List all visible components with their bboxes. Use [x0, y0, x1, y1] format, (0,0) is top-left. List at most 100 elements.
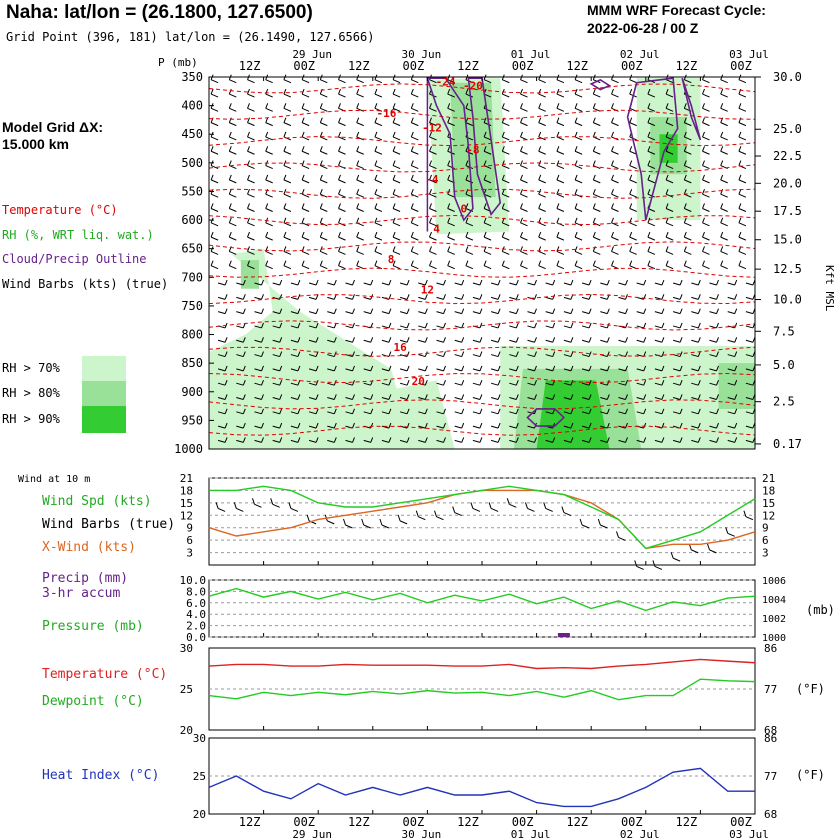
- wind-barb: [727, 394, 738, 400]
- wind-barb-flag: [242, 308, 246, 314]
- wind-barb-flag: [247, 174, 250, 181]
- wind-barb: [454, 351, 465, 358]
- wind-barb-flag: [483, 246, 487, 252]
- wind-barb-flag: [333, 394, 337, 400]
- wind-barb-staff: [429, 236, 437, 241]
- wind-barb-flag: [697, 422, 701, 429]
- wind-barb: [301, 146, 310, 155]
- wind-barb-staff: [702, 93, 710, 98]
- wind-barb: [592, 146, 601, 155]
- wind-barb: [272, 394, 283, 400]
- wind-barb: [720, 246, 728, 255]
- wind-barb: [392, 88, 401, 98]
- wind-barb-flag: [552, 394, 556, 400]
- wind-barb: [247, 103, 255, 112]
- wind-barb-flag: [447, 203, 451, 209]
- wind-barb-flag: [247, 231, 250, 238]
- wind-barb: [272, 279, 283, 286]
- wind-barb: [399, 294, 410, 300]
- wind-barb-staff: [654, 382, 663, 386]
- wind-barb-staff: [308, 439, 317, 443]
- wind-barb-flag: [261, 279, 264, 286]
- wind-barb-staff: [429, 165, 437, 170]
- wind-barb-staff: [345, 296, 353, 300]
- wind-barb-flag: [534, 365, 537, 372]
- wind-tick-label-left: 21: [180, 472, 193, 485]
- wind-barb: [247, 88, 255, 98]
- wind-barb-flag: [606, 379, 610, 386]
- wind-barb: [454, 437, 465, 443]
- wind-barb-staff: [672, 325, 681, 329]
- wind-barb: [611, 231, 619, 241]
- wind-barb-staff: [538, 79, 546, 84]
- time-tick-label-top: 12Z: [239, 59, 261, 73]
- wind-barb-flag: [738, 203, 742, 209]
- wind-barb-flag: [665, 217, 669, 223]
- wind-barb-staff: [727, 354, 735, 358]
- wind-barb-staff: [490, 382, 499, 386]
- wind-barb-flag: [247, 188, 250, 195]
- wind-barb-flag: [570, 422, 574, 429]
- wind-barb: [738, 174, 747, 184]
- wind-barb-flag: [374, 231, 378, 238]
- wind-barb-staff: [618, 368, 626, 372]
- wind-barb-staff: [447, 193, 455, 198]
- wind-barb: [574, 260, 583, 270]
- wind-barb: [665, 231, 674, 241]
- wind-barb-staff: [320, 265, 328, 270]
- wind-barb-staff: [520, 179, 528, 184]
- wind-barb-staff: [720, 122, 728, 127]
- wind-barb-staff: [538, 208, 546, 212]
- wind-barb-staff: [556, 193, 565, 198]
- wind-barb-flag: [333, 308, 337, 314]
- wind-barb-staff: [436, 282, 444, 286]
- wind-barb: [520, 117, 528, 127]
- wind-barb-flag: [392, 117, 396, 123]
- wind-barb: [629, 117, 637, 127]
- wind-barb-flag: [406, 408, 410, 414]
- wind-barb-staff: [472, 382, 481, 386]
- wind-barb: [436, 422, 446, 429]
- wind-barb: [538, 231, 546, 241]
- wind-barb-staff: [727, 339, 735, 343]
- wind-barb-flag: [683, 260, 687, 266]
- wind-barb-flag: [297, 437, 301, 443]
- wind-barb-flag: [465, 231, 469, 238]
- wind-barb-staff: [356, 107, 364, 112]
- wind-barb: [581, 379, 592, 386]
- wind-barb-staff: [483, 150, 492, 155]
- wind-barb: [490, 408, 501, 415]
- wind-barb-staff: [436, 296, 444, 300]
- wind-barb: [374, 231, 383, 241]
- wind-barb: [611, 160, 619, 170]
- wind-barb: [399, 279, 410, 286]
- wind-barb-staff: [545, 354, 553, 358]
- wind-barb-flag: [228, 103, 232, 109]
- wind-barb-flag: [447, 174, 451, 181]
- wind-barb-flag: [629, 88, 633, 95]
- wind-barb-staff: [665, 193, 674, 198]
- wind-barb-flag: [388, 408, 392, 414]
- wind-barb-staff: [502, 136, 510, 141]
- wind-barb: [356, 231, 364, 241]
- wind-barb: [545, 394, 556, 400]
- wind-barb-flag: [279, 422, 283, 429]
- wind-barb: [509, 279, 519, 286]
- wind-barb-staff: [618, 296, 626, 300]
- wind-barb-staff: [283, 236, 292, 241]
- wind-barb-flag: [661, 337, 665, 343]
- wind-barb-staff: [563, 411, 572, 415]
- station-title: Naha: lat/lon = (26.1800, 127.6500): [6, 2, 313, 23]
- wind-barb-staff: [210, 208, 219, 212]
- pressure-tick-label: 350: [181, 70, 203, 84]
- wind-barb-flag: [228, 188, 232, 195]
- legend-rh70: RH > 70%: [2, 361, 60, 375]
- surface-wind-barb-flag: [452, 506, 456, 513]
- label-dewpoint: Dewpoint (°C): [42, 694, 144, 709]
- wind-barb-flag: [592, 131, 596, 138]
- wind-barb-flag: [297, 294, 301, 300]
- wind-barb-staff: [611, 150, 619, 155]
- wind-barb: [254, 437, 264, 443]
- wind-barb: [720, 217, 728, 227]
- wind-barb: [381, 408, 392, 415]
